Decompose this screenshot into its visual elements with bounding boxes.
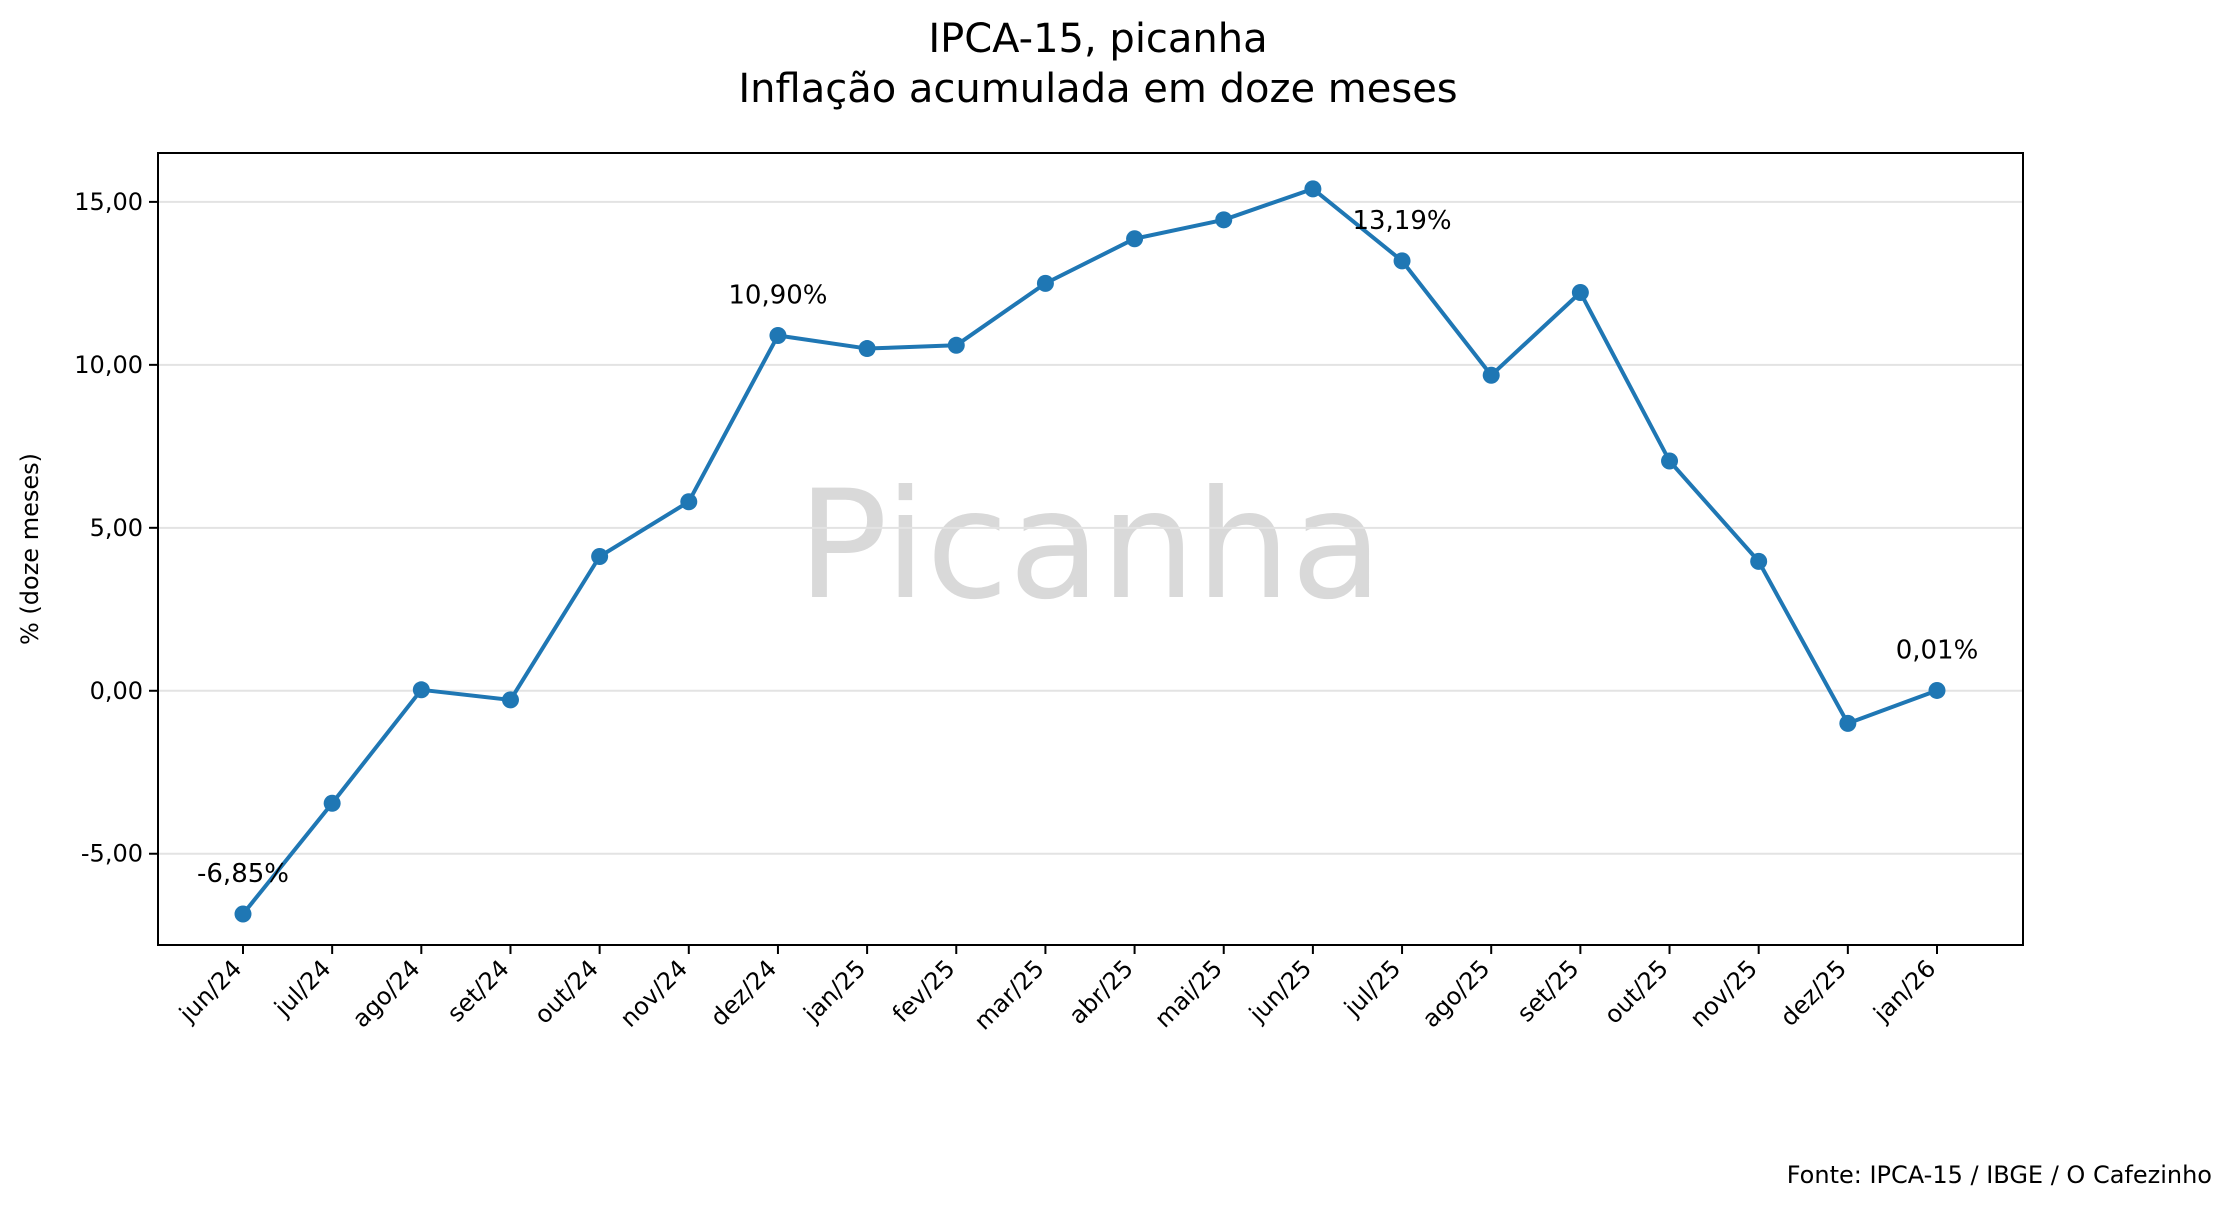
- x-tick-label: jul/24: [268, 954, 336, 1022]
- data-point: [1928, 681, 1946, 699]
- y-axis-label: % (doze meses): [16, 453, 44, 645]
- data-points: [234, 180, 1946, 923]
- data-point: [1215, 211, 1233, 229]
- x-tick-label: dez/25: [1775, 954, 1852, 1031]
- x-tick-label: out/24: [529, 954, 604, 1029]
- x-tick-label: jan/26: [1868, 954, 1942, 1028]
- data-point: [1482, 366, 1500, 384]
- data-point: [769, 327, 787, 345]
- source-note: Fonte: IPCA-15 / IBGE / O Cafezinho: [1787, 1161, 2212, 1189]
- x-tick-label: ago/24: [347, 954, 426, 1033]
- gridlines: [158, 200, 2023, 855]
- x-tick-label: mar/25: [969, 954, 1050, 1035]
- y-tick-label: 0,00: [90, 677, 143, 705]
- x-tick-label: abr/25: [1064, 954, 1139, 1029]
- x-tick-label: jan/25: [798, 954, 872, 1028]
- plot-frame: [157, 152, 2024, 946]
- data-point: [1393, 252, 1411, 270]
- x-tick-label: set/25: [1512, 954, 1585, 1027]
- x-tick-label: nov/25: [1685, 954, 1763, 1032]
- x-tick-label: dez/24: [705, 954, 782, 1031]
- data-point: [1839, 714, 1857, 732]
- data-point: [412, 681, 430, 699]
- series-line: [241, 186, 1938, 916]
- data-label: 0,01%: [1896, 635, 1979, 665]
- data-point: [1750, 552, 1768, 570]
- data-point: [323, 794, 341, 812]
- data-point: [234, 905, 252, 923]
- x-tick-label: jul/25: [1338, 954, 1406, 1022]
- chart-subtitle: Inflação acumulada em doze meses: [738, 66, 1457, 112]
- data-label: 13,19%: [1352, 206, 1451, 236]
- y-tick-label: -5,00: [81, 840, 143, 868]
- x-tick-label: jun/24: [173, 954, 247, 1028]
- data-point: [680, 493, 698, 511]
- chart-title: IPCA-15, picanha: [928, 16, 1267, 62]
- y-tick-label: 5,00: [90, 514, 143, 542]
- x-tick-label: out/25: [1599, 954, 1674, 1029]
- x-tick-label: nov/24: [615, 954, 693, 1032]
- x-tick-label: ago/25: [1417, 954, 1496, 1033]
- data-point: [947, 336, 965, 354]
- data-point: [1661, 452, 1679, 470]
- x-tick-label: jun/25: [1243, 954, 1317, 1028]
- data-point: [1571, 283, 1589, 301]
- x-tick-label: fev/25: [887, 954, 961, 1028]
- data-point: [858, 340, 876, 358]
- x-tick-label: set/24: [442, 954, 515, 1027]
- data-point: [501, 691, 519, 709]
- y-tick-label: 15,00: [74, 188, 143, 216]
- data-label: -6,85%: [197, 859, 289, 889]
- data-labels: -6,85% 10,90% 13,19% 0,01%: [197, 206, 1978, 889]
- data-label: 10,90%: [728, 281, 827, 311]
- data-point: [591, 547, 609, 565]
- x-tick-label: mai/25: [1149, 954, 1228, 1033]
- x-axis: jun/24 jul/24 ago/24 set/24 out/24 nov/24 dez/…: [173, 945, 1941, 1035]
- data-point: [1126, 230, 1144, 248]
- watermark-text: Picanha: [797, 459, 1382, 633]
- y-axis: -5,00 0,00 5,00 10,00 15,00: [74, 188, 158, 868]
- data-point: [1036, 274, 1054, 292]
- data-point: [1304, 180, 1322, 198]
- y-tick-label: 10,00: [74, 351, 143, 379]
